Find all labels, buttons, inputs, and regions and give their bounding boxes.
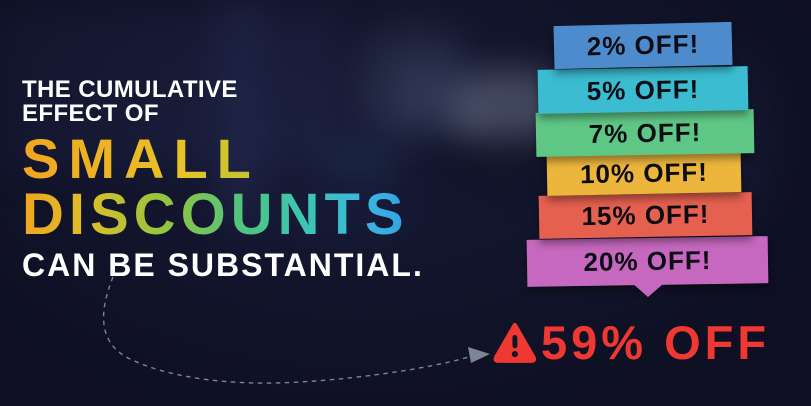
headline-line2: EFFECT OF <box>22 100 159 128</box>
headline: THE CUMULATIVE EFFECT OF SMALL DISCOUNTS… <box>22 76 424 284</box>
discount-label: 5% OFF! <box>586 73 700 106</box>
discount-label: 10% OFF! <box>579 156 709 190</box>
discount-banner-10pct: 10% OFF! <box>546 151 742 196</box>
headline-line1: THE CUMULATIVE <box>22 76 238 103</box>
total-discount-label: 59% OFF <box>541 315 771 369</box>
discount-label: 15% OFF! <box>581 198 710 232</box>
headline-word-small: SMALL <box>22 131 424 187</box>
discount-banner-7pct: 7% OFF! <box>535 109 755 157</box>
headline-word-discounts: DISCOUNTS <box>22 185 424 242</box>
discount-banner-15pct: 15% OFF! <box>538 192 753 239</box>
warning-triangle-icon <box>493 322 537 363</box>
discount-label: 2% OFF! <box>586 28 700 62</box>
discount-label: 7% OFF! <box>588 116 702 149</box>
discount-banner-20pct: 20% OFF! <box>526 236 769 287</box>
discount-label: 20% OFF! <box>583 244 712 278</box>
headline-line3: CAN BE SUBSTANTIAL. <box>22 247 424 284</box>
discount-banner-2pct: 2% OFF! <box>553 21 733 70</box>
total-discount: 59% OFF <box>492 318 770 366</box>
discount-banner-5pct: 5% OFF! <box>537 66 749 114</box>
